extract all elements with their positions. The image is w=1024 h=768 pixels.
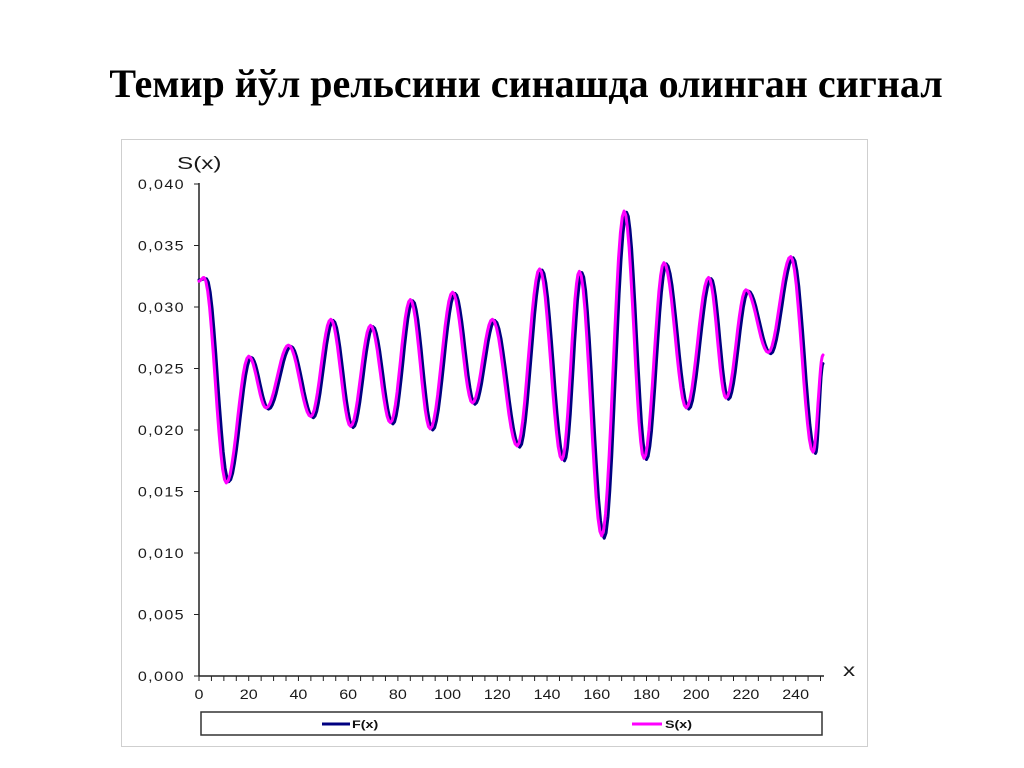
series-line-fx [197,210,825,540]
x-tick-label: 180 [633,687,660,703]
x-tick-label: 0 [195,687,204,703]
legend-box [200,711,823,736]
y-tick-label: 0,030 [138,300,185,316]
y-tick-label: 0,025 [138,361,185,377]
legend-label-sx: S(x) [665,718,692,731]
x-axis-title: x [843,660,856,680]
chart-panel: 0,000 0,005 0,010 0,015 0,020 0,025 0,030 0,035… [121,139,868,747]
y-tick-label: 0,015 [138,484,185,500]
axes-layer: 0,000 0,005 0,010 0,015 0,020 0,025 0,030 0,035… [138,177,824,703]
y-tick-label: 0,020 [138,423,185,439]
signal-chart: 0,000 0,005 0,010 0,015 0,020 0,025 0,030 0,035… [138,153,856,736]
legend-label-fx: F(x) [352,718,378,731]
x-tick-label: 60 [339,687,357,703]
legend: F(x) S(x) [200,711,823,736]
y-tick-label: 0,040 [138,177,185,193]
series-line-sx [197,209,825,538]
x-tick-label: 140 [534,687,561,703]
y-tick-label: 0,010 [138,546,185,562]
x-tick-label: 80 [389,687,407,703]
x-tick-label: 160 [583,687,610,703]
slide-title: Темир йўл рельсини синашда олинган сигна… [109,61,943,106]
y-tick-label: 0,000 [138,669,185,685]
x-tick-label: 20 [240,687,258,703]
y-axis-title: S(x) [177,153,222,173]
y-tick-label: 0,005 [138,607,185,623]
x-tick-label: 120 [484,687,511,703]
x-tick-label: 100 [434,687,461,703]
series-layer [197,209,825,540]
x-tick-label: 220 [733,687,760,703]
x-tick-label: 240 [782,687,809,703]
y-tick-label: 0,035 [138,238,185,254]
x-tick-label: 40 [289,687,307,703]
x-tick-label: 200 [683,687,710,703]
